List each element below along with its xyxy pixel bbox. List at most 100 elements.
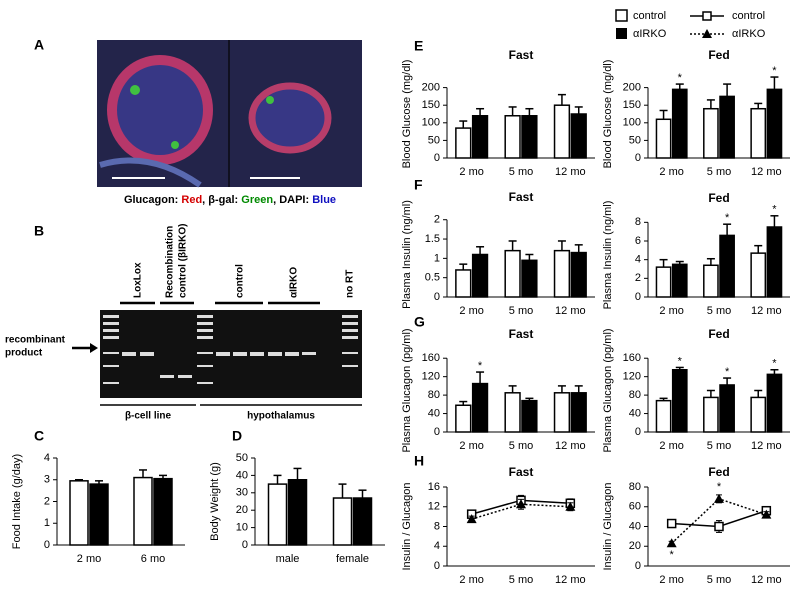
bar <box>133 476 153 546</box>
x-tick-label: 12 mo <box>555 440 586 452</box>
bar <box>570 251 587 298</box>
y-tick-label: 2 <box>434 214 440 226</box>
y-axis-label: Plasma Glucagon (pg/ml) <box>602 328 614 452</box>
x-tick-label: 2 mo <box>77 553 101 565</box>
bar <box>455 269 472 298</box>
bar <box>455 127 472 159</box>
bar <box>655 399 672 433</box>
y-tick-label: 4 <box>44 452 50 464</box>
y-tick-label: 60 <box>629 501 641 513</box>
chart-title: Fed <box>708 465 729 479</box>
lane-label: LoxLox <box>133 262 144 298</box>
y-tick-label: 1.5 <box>425 233 440 245</box>
x-tick-label: female <box>336 553 369 565</box>
point <box>565 501 576 511</box>
x-tick-label: 2 mo <box>659 574 683 586</box>
y-tick-label: 0 <box>242 539 248 551</box>
point <box>761 509 772 519</box>
y-tick-label: 120 <box>623 371 641 383</box>
line <box>471 503 571 520</box>
bar <box>471 115 489 159</box>
x-tick-label: 5 mo <box>707 574 731 586</box>
arrow-label: recombinant <box>5 335 66 346</box>
x-tick-label: 5 mo <box>707 166 731 178</box>
arrow-label: product <box>5 348 43 359</box>
bar <box>671 369 688 433</box>
x-tick-label: 5 mo <box>509 305 533 317</box>
y-tick-label: 80 <box>428 389 440 401</box>
y-tick-label: 100 <box>422 117 440 129</box>
y-tick-label: 30 <box>236 487 248 499</box>
y-tick-label: 1 <box>44 517 50 529</box>
y-tick-label: 40 <box>236 469 248 481</box>
y-tick-label: 200 <box>623 82 641 94</box>
y-tick-label: 40 <box>629 520 641 532</box>
bar <box>719 384 735 433</box>
significance: * <box>772 204 777 216</box>
y-tick-label: 0 <box>434 426 440 438</box>
y-tick-label: 2 <box>635 272 641 284</box>
y-tick-label: 10 <box>236 522 248 534</box>
bar <box>332 497 353 546</box>
x-tick-label: male <box>276 553 300 565</box>
y-tick-label: 12 <box>428 501 440 513</box>
y-tick-label: 20 <box>236 504 248 516</box>
group-label: β-cell line <box>125 411 172 422</box>
caption-part: , DAPI: <box>273 194 312 206</box>
y-tick-label: 50 <box>236 452 248 464</box>
y-tick-label: 0 <box>635 152 641 164</box>
x-tick-label: 2 mo <box>459 574 483 586</box>
bar <box>521 115 538 159</box>
x-tick-label: 2 mo <box>659 166 683 178</box>
bar <box>655 118 672 159</box>
significance: * <box>678 355 683 367</box>
x-tick-label: 6 mo <box>141 553 165 565</box>
caption: Glucagon: Red, β-gal: Green, DAPI: Blue <box>124 194 336 206</box>
lane-label: Recombination <box>165 226 176 298</box>
panel-label: D <box>232 428 242 444</box>
y-axis-label: Blood Glucose (mg/dl) <box>401 60 413 169</box>
bar <box>750 252 767 298</box>
panel-label: H <box>414 453 424 469</box>
bar <box>553 249 571 298</box>
chart-title: Fast <box>509 48 534 62</box>
y-tick-label: 0 <box>44 539 50 551</box>
y-tick-label: 4 <box>434 540 440 552</box>
significance: * <box>772 65 777 77</box>
bar <box>553 392 571 433</box>
y-axis-label: Plasma Insulin (ng/ml) <box>401 200 413 309</box>
point <box>516 499 526 509</box>
x-tick-label: 12 mo <box>751 305 782 317</box>
legend-label: control <box>732 10 765 22</box>
y-tick-label: 16 <box>428 481 440 493</box>
chart-title: Fed <box>708 48 729 62</box>
chart-title: Fed <box>708 327 729 341</box>
y-tick-label: 160 <box>422 352 440 364</box>
y-tick-label: 50 <box>428 134 440 146</box>
lane-label: control (βIRKO) <box>178 224 189 298</box>
significance: * <box>717 481 722 493</box>
y-tick-label: 0 <box>434 560 440 572</box>
group-label: hypothalamus <box>247 411 315 422</box>
y-tick-label: 0 <box>434 152 440 164</box>
point <box>666 538 677 548</box>
legend-label: αIRKO <box>732 28 766 40</box>
y-axis-label: Plasma Insulin (ng/ml) <box>602 201 614 310</box>
legend-label: control <box>633 10 666 22</box>
y-tick-label: 0 <box>635 560 641 572</box>
bar <box>471 253 489 298</box>
lane-label: αIRKO <box>289 267 300 298</box>
x-tick-label: 2 mo <box>659 305 683 317</box>
y-tick-label: 50 <box>629 134 641 146</box>
x-tick-label: 2 mo <box>459 166 483 178</box>
x-tick-label: 5 mo <box>509 440 533 452</box>
bar <box>352 497 373 546</box>
chart-title: Fast <box>509 327 534 341</box>
y-tick-label: 150 <box>623 99 641 111</box>
panel-label: F <box>414 177 423 193</box>
chart-title: Fast <box>509 190 534 204</box>
x-tick-label: 12 mo <box>751 166 782 178</box>
lane-label: no RT <box>345 270 356 298</box>
caption-part: , β-gal: <box>202 194 241 206</box>
x-tick-label: 2 mo <box>659 440 683 452</box>
